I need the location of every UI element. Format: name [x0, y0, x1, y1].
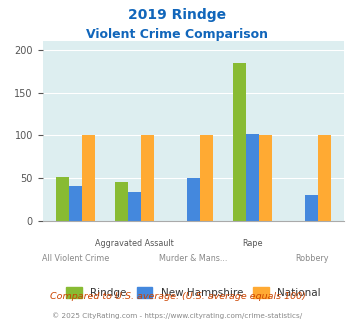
Text: Compared to U.S. average. (U.S. average equals 100): Compared to U.S. average. (U.S. average …: [50, 292, 305, 301]
Bar: [82, 135, 95, 221]
Text: Rape: Rape: [242, 239, 263, 248]
Bar: [128, 192, 141, 221]
Text: © 2025 CityRating.com - https://www.cityrating.com/crime-statistics/: © 2025 CityRating.com - https://www.city…: [53, 312, 302, 318]
Bar: [141, 135, 154, 221]
Legend: Rindge, New Hampshire, National: Rindge, New Hampshire, National: [62, 283, 325, 302]
Text: 2019 Rindge: 2019 Rindge: [129, 8, 226, 22]
Bar: [187, 178, 200, 221]
Text: All Violent Crime: All Violent Crime: [42, 254, 109, 263]
Text: Violent Crime Comparison: Violent Crime Comparison: [87, 28, 268, 41]
Text: Aggravated Assault: Aggravated Assault: [95, 239, 174, 248]
Bar: [69, 186, 82, 221]
Bar: [115, 182, 128, 221]
Bar: [200, 135, 213, 221]
Bar: [56, 178, 69, 221]
Text: Robbery: Robbery: [295, 254, 329, 263]
Bar: [259, 135, 272, 221]
Text: Murder & Mans...: Murder & Mans...: [159, 254, 228, 263]
Bar: [246, 134, 259, 221]
Bar: [233, 63, 246, 221]
Bar: [305, 195, 318, 221]
Bar: [318, 135, 331, 221]
